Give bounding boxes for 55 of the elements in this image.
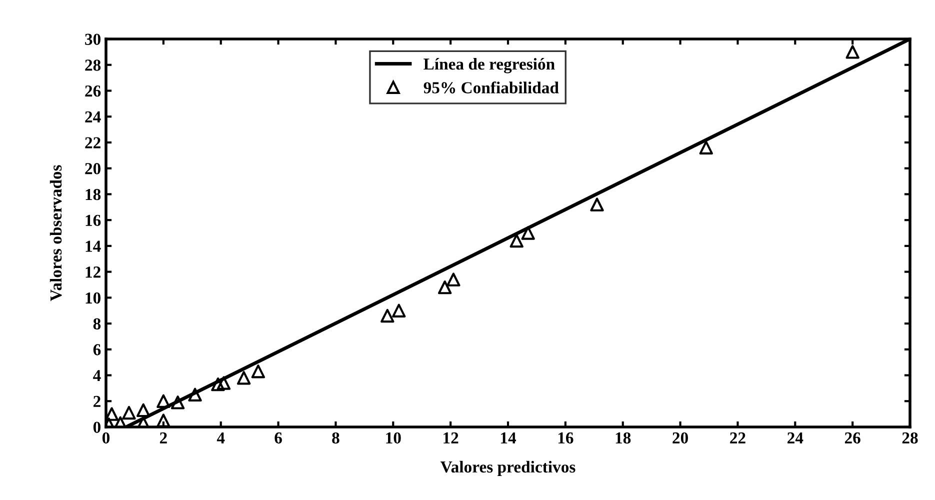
x-tick-label: 16 bbox=[558, 432, 574, 444]
point bbox=[446, 272, 460, 286]
point bbox=[188, 388, 202, 402]
x-tick-label: 4 bbox=[216, 432, 225, 444]
x-tick-label: 2 bbox=[160, 432, 167, 444]
point bbox=[136, 403, 150, 418]
y-tick-label: 12 bbox=[86, 266, 100, 278]
x-tick-label: 12 bbox=[444, 432, 458, 444]
x-tick-label: 6 bbox=[274, 432, 282, 444]
y-tick-label: 16 bbox=[86, 214, 101, 226]
x-tick-label: 10 bbox=[386, 432, 401, 444]
x-tick-label: 14 bbox=[501, 432, 516, 444]
legend-label: 95% Confiabilidad bbox=[424, 81, 559, 94]
point bbox=[170, 396, 185, 410]
point bbox=[438, 280, 452, 294]
y-tick-label: 0 bbox=[93, 422, 101, 433]
y-tick-label: 24 bbox=[85, 111, 101, 122]
x-tick-label: 20 bbox=[672, 432, 688, 444]
point bbox=[699, 140, 713, 154]
y-tick-label: 8 bbox=[93, 318, 101, 330]
x-axis-title: Valores predictivos bbox=[440, 460, 576, 476]
point bbox=[380, 308, 394, 323]
point bbox=[510, 234, 524, 248]
point bbox=[392, 304, 406, 318]
y-tick-label: 26 bbox=[85, 85, 101, 97]
point bbox=[236, 371, 251, 385]
y-tick-label: 14 bbox=[86, 240, 101, 252]
y-tick-label: 18 bbox=[86, 188, 101, 200]
point bbox=[122, 406, 136, 420]
x-tick-label: 28 bbox=[902, 432, 918, 444]
y-tick-label: 28 bbox=[85, 60, 101, 71]
x-tick-label: 26 bbox=[844, 432, 860, 444]
point bbox=[211, 377, 225, 392]
point bbox=[156, 414, 170, 427]
y-tick-label: 4 bbox=[93, 370, 101, 382]
x-tick-label: 8 bbox=[332, 432, 340, 444]
y-tick-label: 30 bbox=[85, 34, 101, 45]
point bbox=[156, 394, 170, 408]
point bbox=[521, 226, 535, 240]
y-tick-label: 22 bbox=[85, 137, 100, 148]
point bbox=[846, 45, 860, 59]
y-axis-title: Valores observados bbox=[50, 165, 62, 302]
x-tick-label: 0 bbox=[102, 432, 110, 444]
point bbox=[590, 198, 604, 212]
y-tick-label: 2 bbox=[94, 396, 100, 407]
legend-label: Línea de regresión bbox=[424, 58, 555, 74]
x-tick-label: 24 bbox=[788, 432, 804, 444]
y-tick-label: 20 bbox=[85, 163, 101, 174]
x-tick-label: 22 bbox=[730, 432, 746, 444]
point bbox=[106, 407, 119, 421]
y-tick-label: 6 bbox=[93, 344, 101, 356]
point bbox=[216, 376, 231, 390]
y-tick-label: 10 bbox=[86, 292, 101, 304]
point bbox=[251, 364, 266, 378]
x-tick-label: 18 bbox=[616, 432, 631, 444]
